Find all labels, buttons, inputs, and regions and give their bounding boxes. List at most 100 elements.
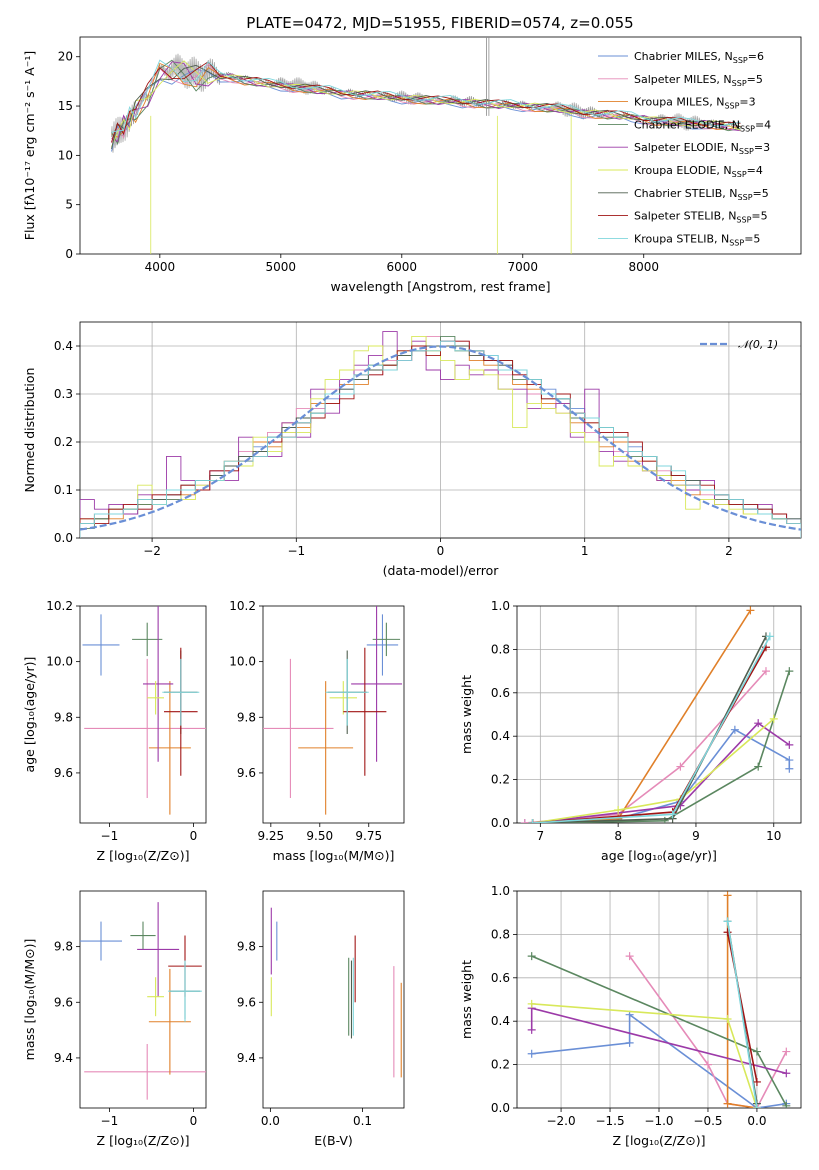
x-axis-label: age [log₁₀(age/yr)] <box>601 848 717 863</box>
y-axis-label: mass weight <box>459 960 474 1039</box>
y-tick-label: 10.2 <box>46 599 73 613</box>
mass-vs-metallicity-panel: −1 0 9.4 9.6 9.8 Z [log₁₀(Z/Z⊙)] mass [log₁₀(M… <box>22 890 207 1148</box>
weight-marker <box>723 1015 732 1024</box>
x-axis-label: E(B-V) <box>314 1133 353 1148</box>
weight-marker <box>782 1101 791 1108</box>
axes-frame <box>79 890 207 1109</box>
y-tick-label: 0.6 <box>491 686 510 700</box>
weight-marker <box>703 1060 712 1069</box>
y-axis-label: Flux [fλ10⁻¹⁷ erg cm⁻² s⁻¹ A⁻¹] <box>22 51 37 240</box>
weight-vs-metallicity-panel: −2.0 −1.5 −1.0 −0.5 0.0 0.0 0.2 0.4 0.6 0.8 1.0 Z [… <box>459 884 802 1148</box>
weight-line <box>531 1003 758 1108</box>
x-tick-label: 9 <box>692 829 700 843</box>
x-tick-label: −2.0 <box>546 1114 575 1128</box>
y-tick-label: 0.4 <box>54 339 73 353</box>
legend-suffix: =5 <box>751 210 767 223</box>
plot-area <box>527 891 791 1108</box>
y-tick-label: 9.6 <box>54 766 73 780</box>
y-tick-label: 0.0 <box>54 531 73 545</box>
y-tick-label: 0.0 <box>491 816 510 830</box>
weight-line <box>532 609 752 823</box>
y-axis-label: age [log₁₀(age/yr)] <box>22 657 37 773</box>
y-tick-label: 1.0 <box>491 599 510 613</box>
legend-subscript: SSP <box>732 170 747 179</box>
y-tick-label: 0.2 <box>491 1058 510 1072</box>
weight-marker <box>527 952 536 961</box>
y-tick-label: 0.1 <box>54 483 73 497</box>
y-tick-label: 10.0 <box>229 655 256 669</box>
y-tick-label: 9.4 <box>237 1051 256 1065</box>
axes-frame <box>79 36 802 255</box>
y-tick-label: 9.8 <box>237 710 256 724</box>
y-tick-label: 0.6 <box>491 971 510 985</box>
x-tick-label: 8000 <box>628 260 659 274</box>
weight-marker <box>723 928 732 937</box>
weight-marker <box>527 1049 536 1058</box>
legend-suffix: =4 <box>755 118 771 131</box>
x-tick-label: 8 <box>614 829 622 843</box>
axes-frame <box>79 605 207 824</box>
x-tick-label: −0.5 <box>693 1114 722 1128</box>
weight-marker <box>660 816 669 823</box>
weight-marker <box>785 667 794 676</box>
legend-label: Chabrier MILES, NSSP=6 <box>634 50 764 65</box>
legend-label: Chabrier STELIB, NSSP=5 <box>634 187 769 202</box>
x-tick-label: 0 <box>190 829 198 843</box>
x-axis-label: Z [log₁₀(Z/Z⊙)] <box>97 848 190 863</box>
weight-marker <box>527 999 536 1008</box>
legend-subscript: SSP <box>732 79 747 88</box>
y-tick-label: 9.8 <box>237 940 256 954</box>
weight-marker <box>668 810 677 819</box>
legend-subscript: SSP <box>740 124 755 133</box>
legend-suffix: =3 <box>754 141 770 154</box>
model-spectrum-line <box>111 64 741 150</box>
weight-marker <box>625 952 634 961</box>
y-tick-label: 0.0 <box>491 1101 510 1115</box>
weight-marker <box>752 1047 761 1056</box>
x-tick-label: 7 <box>537 829 545 843</box>
x-tick-label: 4000 <box>145 260 176 274</box>
plot-area <box>270 907 402 1078</box>
axes-frame <box>516 890 802 1109</box>
weight-marker <box>754 719 763 728</box>
legend-subscript: SSP <box>738 193 753 202</box>
model-spectrum-line <box>111 59 741 133</box>
mass-vs-extinction-panel: 0.0 0.1 9.4 9.6 9.8 E(B-V) <box>237 890 405 1148</box>
y-tick-label: 20 <box>58 50 73 64</box>
axes-frame <box>262 890 405 1109</box>
x-axis-label: mass [log₁₀(M/M⊙)] <box>273 848 395 863</box>
y-tick-label: 0.4 <box>491 1014 510 1028</box>
legend-suffix: =5 <box>753 187 769 200</box>
x-axis-label: Z [log₁₀(Z/Z⊙)] <box>97 1133 190 1148</box>
legend-suffix: =5 <box>747 73 763 86</box>
x-tick-label: −1 <box>287 544 305 558</box>
y-tick-label: 15 <box>58 99 73 113</box>
weight-marker <box>625 1038 634 1047</box>
weight-marker <box>782 1069 791 1078</box>
weight-marker <box>520 819 529 823</box>
residual-histogram-panel: −2 −1 0 1 2 0.0 0.1 0.2 0.3 0.4 (data-model)/error… <box>22 321 802 578</box>
y-tick-label: 0.2 <box>54 435 73 449</box>
y-tick-label: 0 <box>65 247 73 261</box>
weight-marker <box>754 762 763 771</box>
x-axis-label: wavelength [Angstrom, rest frame] <box>330 279 550 294</box>
x-tick-label: 10 <box>766 829 781 843</box>
x-tick-label: 5000 <box>266 260 297 274</box>
y-tick-label: 5 <box>65 198 73 212</box>
x-tick-label: 9.50 <box>306 829 333 843</box>
axes-frame <box>516 605 802 824</box>
x-tick-label: 0.0 <box>261 1114 280 1128</box>
weight-line <box>532 718 775 823</box>
x-tick-label: 9.75 <box>355 829 382 843</box>
x-axis-label: (data-model)/error <box>383 563 500 578</box>
x-tick-label: 0 <box>190 1114 198 1128</box>
y-tick-label: 0.2 <box>491 773 510 787</box>
y-tick-label: 9.4 <box>54 1051 73 1065</box>
legend-label: Kroupa MILES, NSSP=3 <box>634 96 756 111</box>
legend-subscript: SSP <box>724 102 739 111</box>
y-tick-label: 9.6 <box>54 995 73 1009</box>
y-tick-label: 0.3 <box>54 387 73 401</box>
weight-marker <box>676 762 685 771</box>
legend-label: 𝒩(0, 1) <box>738 338 778 351</box>
